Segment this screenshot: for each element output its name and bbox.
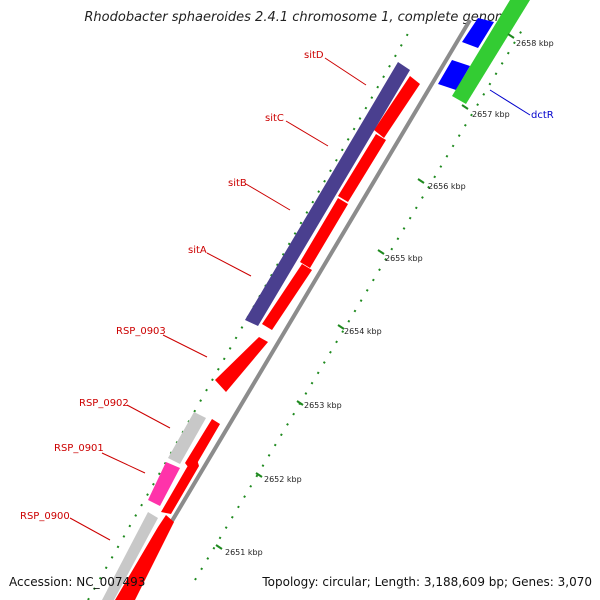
gene-block-blue — [462, 18, 494, 48]
gene-arrow — [215, 337, 268, 392]
gene-block-gray — [168, 412, 206, 464]
leader-line — [285, 120, 329, 147]
gene-label-rsp0903: RSP_0903 — [116, 326, 166, 337]
kbp-tick — [377, 249, 385, 255]
gene-block-gray — [102, 512, 158, 600]
kbp-label-2651: 2651 kbp — [225, 548, 263, 557]
gene-label-rsp0902: RSP_0902 — [79, 398, 129, 409]
gene-label-sitA: sitA — [188, 245, 207, 256]
gene-label-sitB: sitB — [228, 178, 247, 189]
kbp-tick — [296, 400, 304, 406]
gene-block-purple — [245, 62, 410, 326]
gene-label-dctR: dctR — [531, 110, 554, 121]
gene-label-sitD: sitD — [304, 50, 324, 61]
label-leaders — [69, 57, 531, 541]
topology-text: Topology: circular; Length: 3,188,609 bp… — [262, 575, 592, 589]
leader-line — [489, 89, 531, 116]
gene-labels: RSP_0900 RSP_0901 RSP_0902 RSP_0903 sitA… — [20, 50, 554, 522]
leader-line — [324, 57, 367, 86]
gene-block-magenta — [148, 462, 180, 506]
gene-label-sitC: sitC — [265, 113, 284, 124]
leader-line — [69, 517, 111, 541]
backbone-line — [123, 18, 472, 600]
gene-label-rsp0900: RSP_0900 — [20, 511, 70, 522]
gene-arrow — [300, 198, 348, 268]
leader-line — [126, 404, 171, 429]
kbp-tick — [255, 472, 263, 478]
gene-arrow — [185, 419, 220, 472]
kbp-label-2656: 2656 kbp — [428, 182, 466, 191]
leader-line — [101, 452, 146, 474]
kbp-label-2654: 2654 kbp — [344, 327, 382, 336]
kbp-tick — [215, 544, 223, 550]
gene-arrow — [115, 515, 174, 600]
kbp-tick — [417, 178, 425, 184]
gene-arrow — [374, 76, 420, 138]
gene-arrow — [338, 134, 386, 202]
kbp-tick — [507, 33, 515, 39]
kbp-label-2657: 2657 kbp — [472, 110, 510, 119]
map-title: Rhodobacter sphaeroides 2.4.1 chromosome… — [84, 10, 516, 25]
gene-arrow — [262, 264, 312, 330]
kbp-label-2653: 2653 kbp — [304, 401, 342, 410]
kbp-tick — [337, 324, 345, 330]
gene-label-rsp0901: RSP_0901 — [54, 443, 104, 454]
gene-band-outer — [102, 0, 530, 600]
kbp-tick — [461, 104, 469, 110]
accession-text: Accession: NC_007493 — [9, 575, 146, 589]
kbp-label-2652: 2652 kbp — [264, 475, 302, 484]
kbp-label-2655: 2655 kbp — [385, 254, 423, 263]
kbp-label-2658: 2658 kbp — [516, 39, 554, 48]
leader-line — [206, 252, 252, 277]
tick-row-outer — [87, 29, 411, 600]
leader-line — [245, 183, 291, 211]
gene-block-green — [452, 0, 530, 104]
gene-block-blue — [438, 60, 470, 90]
leader-line — [162, 334, 208, 358]
tick-row-inner — [194, 24, 526, 581]
gene-arrow — [161, 456, 199, 514]
kbp-scale: 2651 kbp 2652 kbp 2653 kbp 2654 kbp 2655… — [215, 33, 554, 557]
gene-band-inner — [115, 76, 420, 600]
